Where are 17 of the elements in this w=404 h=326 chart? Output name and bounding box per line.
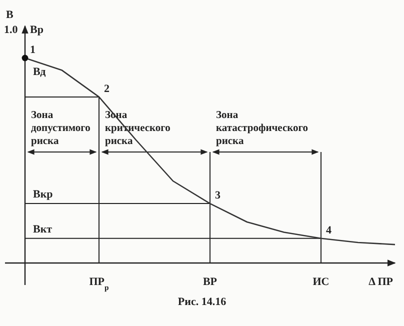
- text: 1.0: [4, 24, 18, 36]
- x-tick-label: ИС: [312, 276, 330, 288]
- y-axis-title: В: [6, 9, 14, 21]
- x-axis-title: Δ ПР: [368, 276, 394, 288]
- annotation: Зона допустимого риска: [31, 110, 90, 147]
- annotation: Зона катастрофического риска: [216, 110, 308, 147]
- text: Рис. 14.16: [178, 296, 227, 308]
- ref-line-label: Вд: [33, 66, 46, 78]
- annotation: 4: [326, 224, 332, 236]
- ref-line-label: Вкр: [33, 188, 53, 201]
- text: Вр: [30, 24, 44, 36]
- annotation: 3: [215, 190, 221, 202]
- annotation: 1: [30, 44, 36, 56]
- x-tick-label: ВР: [202, 276, 218, 288]
- annotation: 2: [104, 82, 110, 95]
- ref-line-label: Вкт: [33, 223, 53, 236]
- x-tick-label: ПР$_{р}$: [89, 276, 109, 292]
